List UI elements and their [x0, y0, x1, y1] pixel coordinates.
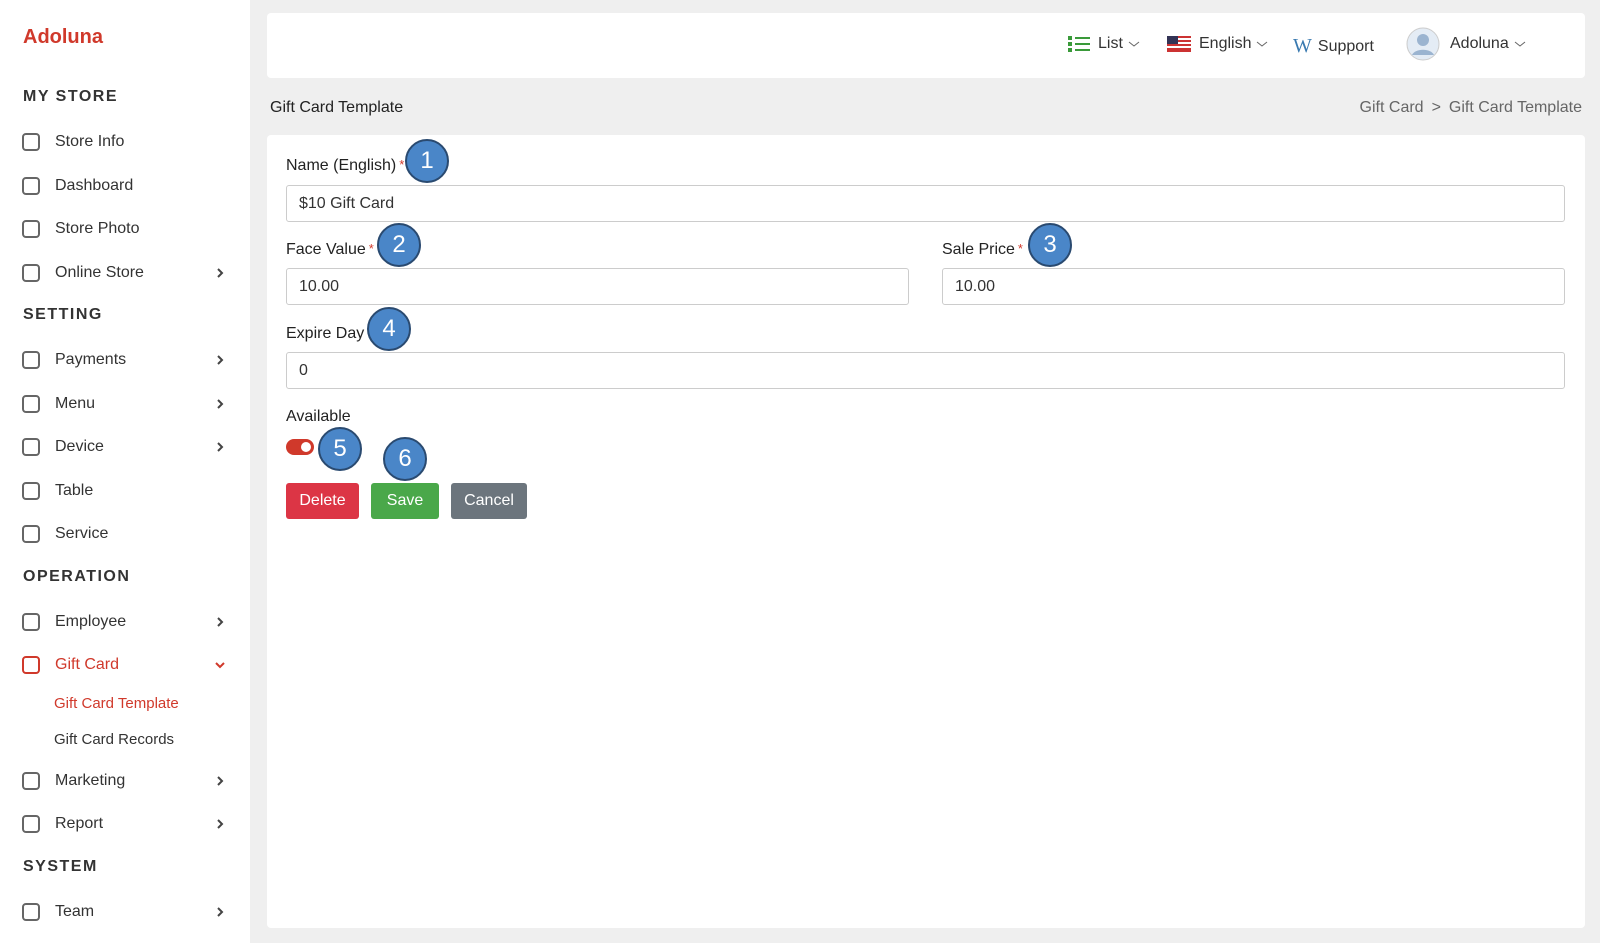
- nav-label: Store Info: [55, 133, 125, 150]
- expire-day-input[interactable]: 0: [286, 352, 1565, 389]
- required-mark: *: [368, 241, 374, 256]
- label-text: Sale Price: [942, 241, 1015, 258]
- language-label: English: [1199, 35, 1252, 52]
- nav-item[interactable]: Service: [22, 522, 227, 546]
- user-menu[interactable]: Adoluna: [1406, 27, 1527, 61]
- nav-label: Employee: [55, 612, 127, 630]
- nav-label: Store Photo: [55, 220, 140, 237]
- nav-item[interactable]: Menu: [22, 392, 227, 416]
- nav-item[interactable]: Table: [22, 479, 227, 503]
- field-label: Name (English) *: [286, 157, 404, 175]
- field-label: Available: [286, 408, 351, 425]
- nav-icon: [22, 263, 40, 282]
- nav-label: Gift Card: [55, 656, 120, 673]
- support-label: Support: [1317, 37, 1374, 55]
- page-title: Gift Card Template: [270, 99, 404, 116]
- nav-icon: [22, 438, 40, 456]
- nav-icon: [22, 481, 40, 500]
- nav-icon: [22, 525, 40, 543]
- nav-icon: [22, 902, 40, 921]
- delete-button[interactable]: Delete: [286, 483, 359, 519]
- nav-item[interactable]: Online Store: [22, 261, 227, 285]
- nav-item[interactable]: Device: [22, 435, 227, 459]
- save-button[interactable]: Save: [371, 483, 439, 519]
- required-mark: *: [1017, 241, 1023, 256]
- support-link[interactable]: W Support: [1293, 35, 1374, 57]
- annotation-marker: 3: [1028, 223, 1072, 267]
- nav-icon: [22, 394, 40, 413]
- nav-icon: [22, 656, 40, 674]
- nav-item[interactable]: Store Info: [22, 130, 227, 154]
- nav-item[interactable]: Employee: [22, 610, 227, 634]
- field-label: Sale Price *: [942, 241, 1023, 259]
- nav-label: Online Store: [55, 263, 144, 281]
- section-title: SYSTEM: [23, 857, 98, 875]
- nav-item[interactable]: Report: [22, 812, 227, 836]
- nav-label: Dashboard: [55, 176, 134, 194]
- list-menu[interactable]: List: [1068, 35, 1141, 53]
- user-label: Adoluna: [1450, 35, 1509, 52]
- nav-label: Service: [55, 525, 109, 542]
- section-title: OPERATION: [23, 567, 131, 585]
- nav-label: Device: [55, 438, 104, 455]
- language-menu[interactable]: English: [1167, 35, 1269, 53]
- sale-price-input[interactable]: 10.00: [942, 268, 1565, 305]
- cancel-button[interactable]: Cancel: [451, 483, 527, 519]
- nav-icon: [22, 220, 40, 238]
- field-label: Expire Day: [286, 325, 365, 342]
- annotation-marker: 4: [367, 307, 411, 351]
- label-text: Face Value: [286, 241, 366, 258]
- brand[interactable]: Adoluna: [23, 26, 103, 48]
- face-value-input[interactable]: 10.00: [286, 268, 909, 305]
- nav-label: Payments: [55, 351, 127, 368]
- breadcrumb-link[interactable]: Gift Card: [1359, 99, 1424, 116]
- nav-icon: [22, 176, 40, 195]
- annotation-marker: 6: [383, 437, 427, 481]
- sidebar: Adoluna MY STORE Store Info Dashboard Store…: [0, 0, 250, 943]
- nav-item[interactable]: Team: [22, 900, 227, 924]
- breadcrumb-sep: >: [1431, 99, 1441, 116]
- nav-item[interactable]: Dashboard: [22, 174, 227, 198]
- nav-icon: [22, 815, 40, 833]
- topbar: List English W Support Adoluna: [267, 13, 1585, 78]
- nav-item[interactable]: Store Photo: [22, 217, 227, 241]
- nav-item[interactable]: Payments: [22, 348, 227, 372]
- breadcrumb-current: Gift Card Template: [1448, 99, 1582, 116]
- nav-icon: [22, 351, 40, 369]
- label-text: Name (English): [286, 157, 397, 174]
- required-mark: *: [399, 157, 405, 172]
- nav-label: Marketing: [55, 771, 126, 789]
- form-card: [267, 135, 1585, 928]
- nav-label: Team: [55, 902, 95, 920]
- nav-label: Report: [55, 815, 104, 832]
- nav-subitem[interactable]: Gift Card Records: [54, 730, 175, 748]
- annotation-marker: 2: [377, 223, 421, 267]
- section-title: SETTING: [23, 306, 103, 323]
- field-label: Face Value *: [286, 241, 374, 259]
- name-input[interactable]: $10 Gift Card: [286, 185, 1565, 222]
- nav-icon: [22, 612, 40, 631]
- nav-icon: [22, 133, 40, 151]
- nav-item[interactable]: Gift Card: [22, 653, 227, 677]
- annotation-marker: 1: [405, 139, 449, 183]
- breadcrumb: Gift Card > Gift Card Template: [1352, 99, 1582, 117]
- nav-item[interactable]: Marketing: [22, 769, 227, 793]
- nav-subitem[interactable]: Gift Card Template: [54, 694, 179, 712]
- available-toggle[interactable]: [286, 439, 314, 455]
- section-title: MY STORE: [23, 88, 118, 105]
- annotation-marker: 5: [318, 427, 362, 471]
- nav-label: Table: [55, 481, 94, 499]
- nav-icon: [22, 771, 40, 790]
- list-label: List: [1098, 35, 1123, 52]
- nav-label: Menu: [55, 394, 96, 412]
